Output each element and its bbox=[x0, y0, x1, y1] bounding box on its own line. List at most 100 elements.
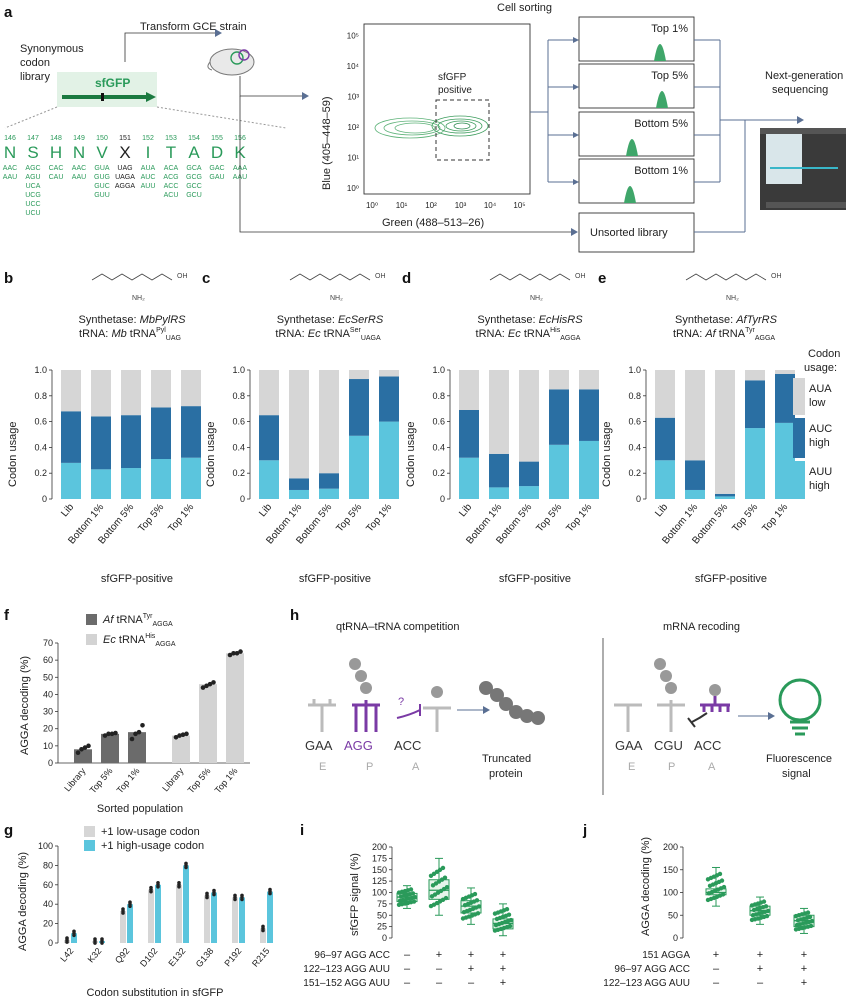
y-tick-label: 0.2 bbox=[232, 468, 245, 478]
j-row-label: 96–97 AGG ACC bbox=[614, 964, 690, 975]
codon-triplet: AGU bbox=[25, 174, 40, 181]
flow-y-tick: 10³ bbox=[347, 93, 359, 102]
g-bar bbox=[267, 891, 273, 943]
codon-triplet: CAC bbox=[49, 165, 64, 172]
molecule-structure: NH₂ OH bbox=[489, 273, 586, 302]
i-row-label: 122–123 AGG AUU bbox=[303, 964, 390, 975]
box-y-tick-label: 75 bbox=[377, 899, 387, 909]
molecule-structure: NH₂ OH bbox=[91, 273, 188, 302]
f-point bbox=[86, 743, 91, 749]
codon-triplet: GCG bbox=[186, 174, 202, 181]
bar-segment bbox=[655, 370, 675, 418]
g-point bbox=[65, 940, 69, 944]
codon-usage-legend: Codon usage: AUA low AUC high AUU high bbox=[793, 348, 840, 499]
bar-segment bbox=[519, 370, 539, 462]
g-x-tick-label: P192 bbox=[222, 946, 243, 969]
h-right-result-2: signal bbox=[782, 768, 811, 780]
panel-label-d: d bbox=[402, 270, 411, 287]
box-point bbox=[476, 904, 482, 909]
bar-segment bbox=[91, 416, 111, 470]
g-point bbox=[240, 897, 244, 902]
g-bar bbox=[155, 884, 161, 943]
bar-segment bbox=[181, 370, 201, 407]
g-bar bbox=[260, 928, 266, 943]
synthetase-label: Synthetase: EcHisRS bbox=[477, 314, 583, 326]
x-tick-label: Top 1% bbox=[166, 502, 196, 535]
bar-segment bbox=[579, 440, 599, 499]
box-point bbox=[809, 918, 815, 924]
codon-aa: V bbox=[96, 143, 108, 162]
bar-segment bbox=[289, 370, 309, 479]
flow-x-tick: 10⁴ bbox=[484, 201, 497, 210]
unsorted-label: Unsorted library bbox=[590, 227, 668, 239]
codon-position: 154 bbox=[188, 135, 200, 142]
f-point bbox=[234, 650, 240, 656]
legend-auc-1: AUC bbox=[809, 423, 832, 435]
g-x-tick-label: D102 bbox=[138, 946, 159, 969]
bar-segment bbox=[715, 370, 735, 494]
panel-label-g: g bbox=[4, 822, 13, 839]
codon-triplet: AGGA bbox=[115, 183, 136, 190]
bar-segment bbox=[289, 478, 309, 490]
x-tick-label: Top 5% bbox=[136, 502, 166, 535]
g-y-tick-label: 80 bbox=[43, 860, 53, 870]
g-point bbox=[268, 891, 272, 896]
g-x-axis-label: Codon substitution in sfGFP bbox=[87, 987, 224, 999]
y-axis-label: Codon usage bbox=[601, 422, 613, 487]
y-tick-label: 0.6 bbox=[628, 417, 641, 427]
g-bar bbox=[232, 897, 238, 943]
synthetase-label: Synthetase: MbPylRS bbox=[79, 314, 187, 326]
codon-triplet: AUU bbox=[141, 183, 156, 190]
f-x-tick-label: Top 1% bbox=[115, 766, 142, 795]
ngs-label-2: sequencing bbox=[772, 84, 828, 96]
legend-aua-2: low bbox=[809, 397, 826, 409]
y-tick-label: 0 bbox=[636, 494, 641, 504]
codon-triplet: GCC bbox=[186, 183, 202, 190]
box-point bbox=[444, 885, 450, 890]
f-point bbox=[227, 652, 233, 658]
codon-triplet: ACU bbox=[164, 192, 179, 199]
bar-segment bbox=[519, 486, 539, 499]
g-point bbox=[261, 928, 265, 933]
panel-g: g 0 20 40 60 80 100 AGGA decoding (%) L42 K32 Q92… bbox=[4, 822, 273, 999]
box-point bbox=[475, 911, 481, 916]
g-bar bbox=[176, 884, 182, 943]
f-point bbox=[136, 729, 142, 735]
i-row-mark: + bbox=[500, 949, 506, 961]
h-right-result-1: Fluorescence bbox=[766, 753, 832, 765]
unsorted-box bbox=[578, 212, 695, 253]
gate-box bbox=[578, 16, 695, 62]
f-bar bbox=[101, 733, 119, 763]
cell-icon bbox=[207, 48, 255, 76]
g-bar bbox=[71, 933, 77, 943]
bar-segment bbox=[459, 457, 479, 499]
flow-y-axis-label: Blue (405–448–59) bbox=[321, 96, 333, 190]
trna-label: tRNA: Af tRNATyrAGGA bbox=[673, 327, 775, 342]
flow-x-tick: 10² bbox=[425, 201, 437, 210]
codon-position: 149 bbox=[73, 135, 85, 142]
codon-triplet: AUA bbox=[141, 165, 156, 172]
transform-arrow bbox=[124, 32, 218, 62]
panel-f: f 0 10 20 30 40 50 60 70 AGGA decoding (%) Librar… bbox=[4, 607, 250, 815]
bar-segment bbox=[319, 370, 339, 474]
gate-label: Bottom 5% bbox=[634, 118, 688, 130]
codon-triplet: ACA bbox=[164, 165, 179, 172]
f-legend-swatch bbox=[86, 614, 97, 625]
codon-triplet: GAC bbox=[209, 165, 224, 172]
box-point bbox=[412, 895, 418, 900]
gene-box bbox=[57, 72, 157, 107]
gate-box bbox=[435, 99, 490, 161]
flow-y-tick: 10⁰ bbox=[347, 184, 359, 193]
i-row-mark: + bbox=[468, 949, 474, 961]
transform-label: Transform GCE strain bbox=[140, 21, 247, 33]
y-axis-label: Codon usage bbox=[405, 422, 417, 487]
y-tick-label: 0 bbox=[440, 494, 445, 504]
f-point bbox=[204, 683, 209, 689]
bar-segment bbox=[549, 370, 569, 390]
f-y-tick-label: 30 bbox=[43, 707, 53, 717]
i-row-mark: + bbox=[500, 963, 506, 975]
y-tick-label: 0.6 bbox=[34, 417, 47, 427]
codon-table: 146NAACAAU147SAGCAGUUCAUCGUCCUCU148HCACC… bbox=[3, 135, 248, 217]
f-y-tick-label: 60 bbox=[43, 655, 53, 665]
g-y-tick-label: 40 bbox=[43, 899, 53, 909]
